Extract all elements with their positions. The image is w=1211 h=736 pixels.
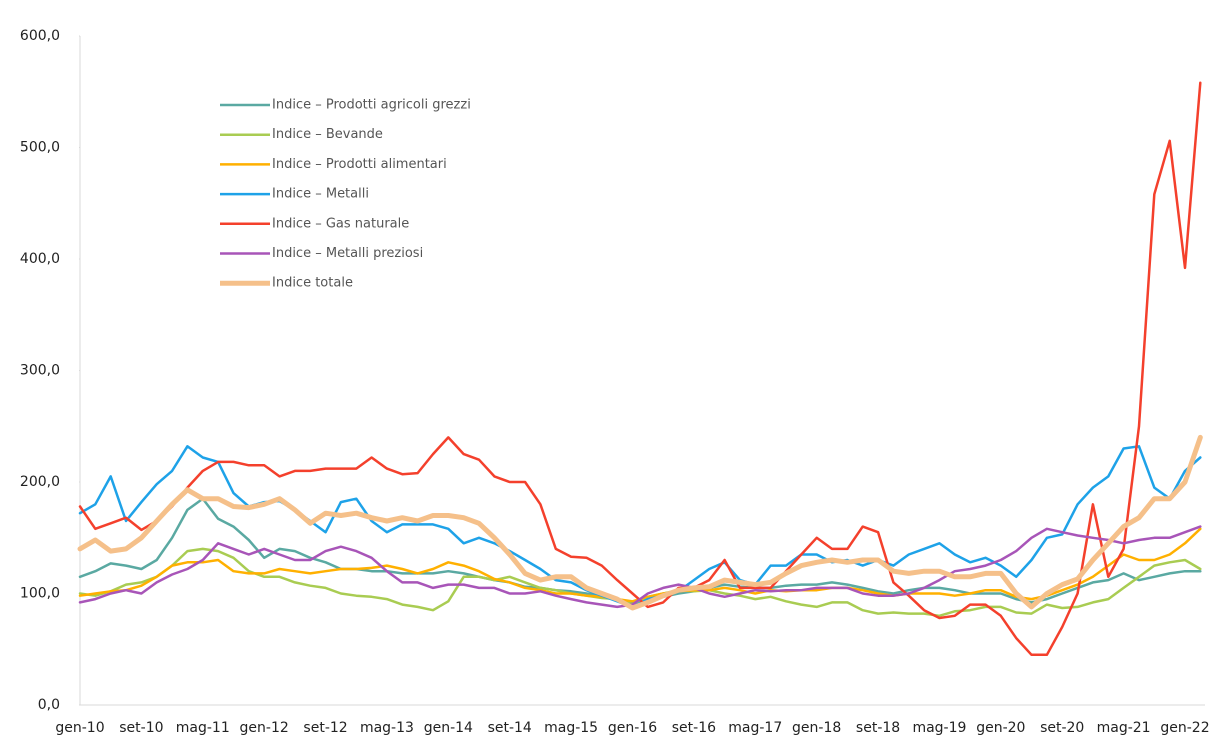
x-tick-label: set-10 <box>119 720 163 736</box>
y-tick-label: 0,0 <box>38 697 60 713</box>
line-series <box>78 525 1202 609</box>
x-tick-label: mag-13 <box>360 720 414 736</box>
y-tick-label: 200,0 <box>20 474 60 490</box>
legend-label: Indice – Prodotti alimentari <box>272 157 447 172</box>
x-tick-label: mag-15 <box>544 720 598 736</box>
legend-label: Indice – Metalli preziosi <box>272 246 423 261</box>
x-tick-label: gen-16 <box>608 720 657 736</box>
x-tick-label: set-16 <box>672 720 716 736</box>
legend-label: Indice totale <box>272 276 353 291</box>
x-tick-label: set-18 <box>856 720 900 736</box>
line-series <box>77 434 1203 611</box>
y-tick-label: 400,0 <box>20 251 60 267</box>
x-tick-label: set-14 <box>488 720 532 736</box>
y-tick-label: 300,0 <box>20 363 60 379</box>
x-tick-label: gen-14 <box>424 720 473 736</box>
x-tick-label: gen-22 <box>1160 720 1209 736</box>
x-tick-label: mag-21 <box>1097 720 1151 736</box>
x-tick-label: gen-20 <box>976 720 1025 736</box>
y-tick-label: 500,0 <box>20 140 60 156</box>
line-series <box>78 445 1202 609</box>
line-series <box>78 497 1202 604</box>
x-tick-label: gen-12 <box>240 720 289 736</box>
legend-label: Indice – Gas naturale <box>272 216 409 231</box>
x-tick-label: gen-10 <box>55 720 104 736</box>
legend-label: Indice – Metalli <box>272 187 369 202</box>
x-tick-label: mag-17 <box>728 720 782 736</box>
x-tick-label: set-12 <box>303 720 347 736</box>
y-tick-label: 100,0 <box>20 586 60 602</box>
legend-label: Indice – Bevande <box>272 127 383 142</box>
x-tick-label: mag-19 <box>912 720 966 736</box>
legend-label: Indice – Prodotti agricoli grezzi <box>272 98 471 113</box>
x-tick-label: gen-18 <box>792 720 841 736</box>
x-tick-label: set-20 <box>1040 720 1084 736</box>
y-tick-label: 600,0 <box>20 28 60 44</box>
x-tick-label: mag-11 <box>176 720 230 736</box>
